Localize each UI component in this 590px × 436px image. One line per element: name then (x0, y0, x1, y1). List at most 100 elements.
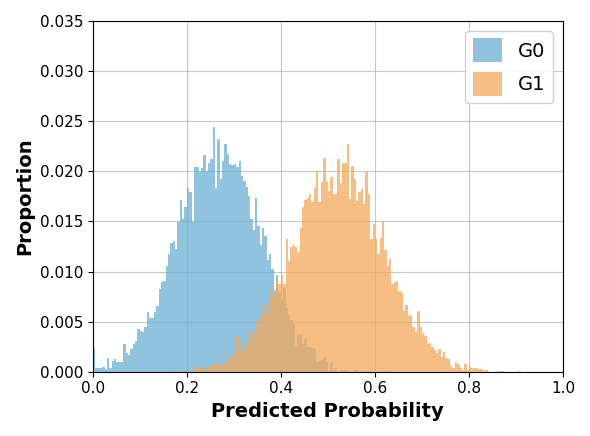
Bar (321, 182, 323, 372)
Bar (126, 353, 128, 372)
Bar (448, 359, 450, 372)
Bar (171, 243, 173, 372)
Bar (100, 368, 102, 372)
Bar (204, 370, 206, 372)
Bar (250, 330, 253, 372)
Bar (215, 188, 217, 372)
Bar (368, 371, 370, 372)
Bar (314, 349, 316, 372)
Bar (335, 194, 337, 372)
Bar (119, 362, 121, 372)
Bar (182, 370, 185, 372)
Bar (309, 347, 312, 372)
Bar (236, 336, 238, 372)
Bar (112, 361, 114, 372)
Bar (326, 181, 328, 372)
Bar (227, 357, 229, 372)
Bar (288, 315, 290, 372)
Bar (464, 364, 467, 372)
Bar (307, 347, 309, 372)
Bar (309, 194, 312, 372)
Bar (121, 362, 123, 372)
Bar (290, 248, 293, 372)
Bar (455, 362, 457, 372)
Bar (286, 239, 288, 372)
Bar (281, 275, 283, 372)
Bar (114, 359, 116, 372)
Bar (245, 187, 248, 372)
Bar (196, 167, 199, 372)
Bar (142, 332, 145, 372)
Bar (382, 221, 384, 372)
Bar (227, 154, 229, 372)
Bar (342, 164, 345, 372)
Bar (453, 368, 455, 372)
Bar (474, 368, 476, 372)
Bar (267, 313, 269, 372)
Bar (295, 346, 297, 372)
Bar (236, 167, 238, 372)
Bar (222, 161, 224, 372)
Bar (104, 369, 107, 372)
Legend: G0, G1: G0, G1 (466, 31, 553, 103)
Bar (274, 290, 276, 372)
Bar (234, 164, 236, 372)
Bar (208, 164, 210, 372)
Bar (293, 245, 295, 372)
Bar (215, 362, 217, 372)
Bar (347, 371, 349, 372)
Bar (262, 313, 264, 372)
Bar (314, 188, 316, 372)
Bar (377, 255, 379, 372)
Bar (302, 344, 304, 372)
Bar (93, 347, 95, 372)
Bar (441, 357, 443, 372)
Bar (330, 363, 333, 372)
Bar (178, 222, 180, 372)
Bar (443, 352, 445, 372)
Bar (168, 255, 171, 372)
Bar (450, 364, 453, 372)
Bar (438, 349, 441, 372)
Bar (196, 368, 199, 372)
Bar (199, 171, 201, 372)
Bar (349, 199, 352, 372)
Bar (163, 280, 166, 372)
Bar (212, 367, 215, 372)
Bar (206, 171, 208, 372)
Bar (445, 358, 448, 372)
Bar (250, 219, 253, 372)
Bar (185, 208, 187, 372)
Bar (253, 231, 255, 372)
Bar (431, 347, 434, 372)
Bar (518, 371, 520, 372)
Bar (403, 310, 405, 372)
Bar (199, 368, 201, 372)
Bar (300, 334, 302, 372)
Bar (245, 347, 248, 372)
Y-axis label: Proportion: Proportion (15, 137, 34, 255)
Bar (384, 371, 386, 372)
Bar (297, 252, 300, 372)
Bar (300, 228, 302, 372)
Bar (156, 306, 159, 372)
Bar (219, 179, 222, 372)
Bar (208, 368, 210, 372)
Bar (271, 269, 274, 372)
Bar (297, 335, 300, 372)
Bar (145, 327, 147, 372)
Bar (264, 303, 267, 372)
Bar (457, 364, 460, 372)
Bar (486, 370, 488, 372)
Bar (180, 201, 182, 372)
Bar (295, 248, 297, 372)
Bar (264, 236, 267, 372)
Bar (212, 127, 215, 372)
Bar (304, 201, 307, 372)
Bar (469, 367, 471, 372)
Bar (255, 198, 257, 372)
Bar (154, 312, 156, 372)
Bar (394, 282, 396, 372)
Bar (210, 364, 212, 372)
Bar (370, 239, 372, 372)
